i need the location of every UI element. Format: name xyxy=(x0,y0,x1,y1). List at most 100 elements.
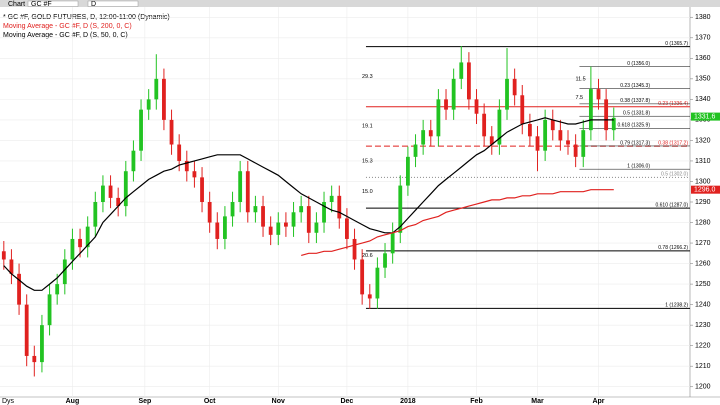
candle-body xyxy=(337,195,342,219)
candle-body xyxy=(93,202,98,227)
x-tick-label: Oct xyxy=(204,398,216,405)
candle-body xyxy=(329,195,334,202)
candle-body xyxy=(47,294,52,326)
candle-body xyxy=(131,150,136,172)
candle-body xyxy=(299,206,304,213)
candle-body xyxy=(581,130,586,157)
candle-body xyxy=(238,171,243,202)
y-tick-label: 1250 xyxy=(695,281,711,288)
period[interactable]: D xyxy=(91,1,96,8)
legend-ma50: Moving Average - GC #F, D (S, 50, 0, C) xyxy=(3,32,128,39)
period-field[interactable] xyxy=(87,0,139,7)
x-tick-label: 2018 xyxy=(400,398,416,405)
candle-body xyxy=(123,171,128,207)
candle-body xyxy=(360,259,365,295)
fib-label: 1 (1306.0) xyxy=(627,163,650,169)
candle-body xyxy=(9,259,14,274)
candle-body xyxy=(489,136,494,145)
fib-label: 0.618 (1325.9) xyxy=(617,123,650,129)
candle-body xyxy=(139,109,143,151)
y-tick-label: 1360 xyxy=(695,55,711,62)
candle-body xyxy=(230,202,235,217)
candle-body xyxy=(192,171,197,178)
candle-body xyxy=(345,218,349,239)
candle-body xyxy=(62,259,67,285)
y-tick-label: 1220 xyxy=(695,343,711,350)
candle-body xyxy=(413,144,418,157)
candle-body xyxy=(314,222,319,233)
candle-body xyxy=(108,185,113,198)
candle-body xyxy=(184,160,189,172)
candle-body xyxy=(276,222,281,235)
fib-label: 0.79 (1317.3) xyxy=(620,140,650,146)
y-tick-label: 1200 xyxy=(695,384,711,391)
candle-body xyxy=(78,238,82,248)
x-tick-label: Nov xyxy=(272,398,285,405)
candle-body xyxy=(588,89,593,131)
x-tick-label: Aug xyxy=(66,398,80,405)
tab[interactable]: Chart xyxy=(8,1,25,8)
moving-average xyxy=(301,189,614,256)
candle-body xyxy=(390,232,395,254)
candle-body xyxy=(543,119,548,151)
candle-body xyxy=(40,325,44,363)
x-tick-label: Apr xyxy=(592,398,604,405)
candle-body xyxy=(451,78,456,110)
y-tick-label: 1270 xyxy=(695,240,711,247)
candle-body xyxy=(535,136,540,151)
candle-body xyxy=(17,273,21,305)
candle-body xyxy=(375,267,380,299)
fib-label: 0.23 (1345.3) xyxy=(620,83,650,89)
fib-label: 0.5 (1331.8) xyxy=(623,111,650,117)
y-tick-label: 1260 xyxy=(695,260,711,267)
candle-body xyxy=(85,226,90,248)
candle-body xyxy=(367,294,372,299)
price-tag-label: 1296.0 xyxy=(694,187,716,194)
candle-body xyxy=(466,62,471,100)
candle-body xyxy=(436,99,441,137)
annotation: 19.1 xyxy=(362,124,373,130)
candle-body xyxy=(527,124,532,137)
annotation: 15.0 xyxy=(362,189,373,195)
y-tick-label: 1380 xyxy=(695,14,711,21)
y-tick-label: 1240 xyxy=(695,301,711,308)
candle-body xyxy=(474,99,479,114)
candle-body xyxy=(428,130,433,137)
candle-body xyxy=(482,113,487,137)
candle-body xyxy=(162,78,166,120)
annotation: 15.3 xyxy=(362,158,373,164)
y-tick-label: 1350 xyxy=(695,76,711,83)
annotation: 7.5 xyxy=(575,95,583,101)
y-tick-label: 1370 xyxy=(695,35,711,42)
candle-body xyxy=(146,99,151,110)
candle-body xyxy=(383,253,387,268)
fib-label: 0.5 (1302.0) xyxy=(661,172,688,178)
candle-body xyxy=(497,109,502,145)
candle-body xyxy=(177,144,182,161)
candle-body xyxy=(253,206,258,213)
candle-body xyxy=(116,197,121,207)
fib-label: 0.38 (1317.2) xyxy=(658,140,688,146)
annotation: 20.6 xyxy=(362,253,373,259)
candle-body xyxy=(268,226,273,235)
moving-average xyxy=(3,117,614,291)
candle-body xyxy=(405,156,410,186)
annotation: 29.3 xyxy=(362,74,373,80)
x-tick-label: Sep xyxy=(138,398,151,405)
candle-body xyxy=(215,222,220,239)
candle-body xyxy=(444,99,448,110)
candle-body xyxy=(24,304,29,356)
candle-body xyxy=(32,355,37,363)
symbol-field[interactable] xyxy=(27,0,79,7)
candle-body xyxy=(558,130,563,141)
y-tick-label: 1300 xyxy=(695,178,711,185)
y-tick-label: 1210 xyxy=(695,363,711,370)
candle-body xyxy=(398,185,403,233)
y-tick-label: 1310 xyxy=(695,158,711,165)
fib-label: 1 (1238.2) xyxy=(665,303,688,309)
symbol[interactable]: GC #F xyxy=(31,1,52,8)
candle-body xyxy=(55,284,60,295)
candle-body xyxy=(154,78,159,100)
legend-ma200: Moving Average - GC #F, D (S, 200, 0, C) xyxy=(3,23,132,30)
